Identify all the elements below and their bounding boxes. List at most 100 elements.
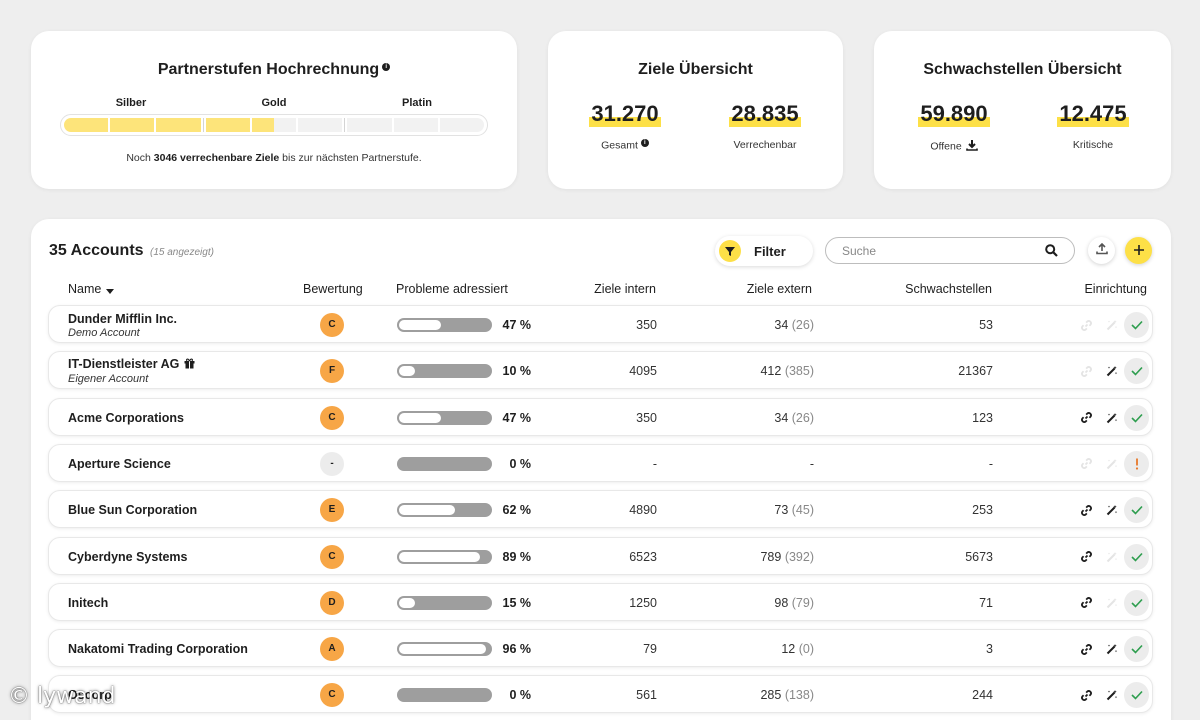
tier-labels: Silber Gold Platin bbox=[92, 97, 518, 111]
account-name-cell: IT-Dienstleister AG Eigener Account bbox=[68, 352, 195, 390]
link-icon[interactable] bbox=[1074, 635, 1099, 663]
link-icon[interactable] bbox=[1074, 543, 1099, 571]
table-row[interactable]: Cyberdyne Systems C 89 % 6523 789 (392) 5673 bbox=[48, 536, 1153, 576]
account-name[interactable]: Cyberdyne Systems bbox=[68, 549, 188, 564]
rating-badge: - bbox=[320, 451, 344, 476]
account-name-cell: Initech bbox=[68, 584, 108, 622]
vulns-critical-stat: 12.475 Kritische bbox=[1023, 101, 1163, 151]
vulnerabilities-overview-card: Schwachstellen Übersicht 59.890 Offene 1… bbox=[874, 31, 1171, 189]
goals-external-billable: (0) bbox=[798, 642, 814, 657]
vulnerability-count: 5673 bbox=[965, 549, 993, 564]
tier-group-gold bbox=[202, 118, 343, 132]
account-name-cell: Cyberdyne Systems bbox=[68, 538, 188, 576]
link-icon[interactable] bbox=[1074, 404, 1099, 432]
goals-external: 34 (26) bbox=[774, 410, 814, 425]
column-header-rating[interactable]: Bewertung bbox=[303, 282, 363, 296]
magic-wand-icon[interactable] bbox=[1099, 681, 1124, 709]
account-name[interactable]: IT-Dienstleister AG bbox=[68, 357, 180, 372]
table-row[interactable]: Aperture Science - 0 % - - - bbox=[48, 443, 1153, 482]
account-name[interactable]: Initech bbox=[68, 595, 109, 610]
column-header-name[interactable]: Name bbox=[68, 282, 115, 297]
goals-total-stat: 31.270 Gesamt i bbox=[555, 101, 695, 152]
magic-wand-icon[interactable] bbox=[1099, 404, 1124, 432]
tier-segment bbox=[393, 118, 438, 132]
account-name[interactable]: Acme Corporations bbox=[68, 410, 184, 425]
account-name[interactable]: Blue Sun Corporation bbox=[68, 503, 198, 518]
search-icon[interactable] bbox=[1045, 244, 1058, 262]
tier-label-platin: Platin bbox=[402, 97, 432, 109]
issues-progress-fill bbox=[398, 504, 456, 517]
magic-wand-icon[interactable] bbox=[1099, 357, 1124, 385]
search-box bbox=[825, 237, 1075, 264]
vulnerability-count: - bbox=[988, 456, 993, 471]
magic-wand-icon[interactable] bbox=[1099, 450, 1124, 478]
check-icon[interactable] bbox=[1124, 682, 1149, 709]
magic-wand-icon[interactable] bbox=[1099, 311, 1124, 339]
link-icon[interactable] bbox=[1074, 589, 1099, 617]
rating-badge: D bbox=[320, 590, 344, 615]
column-header-setup[interactable]: Einrichtung bbox=[1084, 282, 1147, 296]
account-name[interactable]: Aperture Science bbox=[68, 456, 171, 471]
tier-segment bbox=[205, 118, 250, 132]
check-icon[interactable] bbox=[1124, 358, 1149, 385]
column-header-external[interactable]: Ziele extern bbox=[746, 282, 812, 296]
account-name-cell: Oscorp bbox=[68, 676, 112, 714]
goals-external: 412 (385) bbox=[760, 364, 814, 379]
issues-percent: 0 % bbox=[509, 688, 531, 703]
check-icon[interactable] bbox=[1124, 636, 1149, 663]
watermark: © lywand bbox=[8, 684, 116, 709]
goals-internal: 350 bbox=[636, 410, 657, 425]
export-button[interactable] bbox=[1088, 237, 1115, 264]
filter-button[interactable]: Filter bbox=[715, 236, 813, 266]
magic-wand-icon[interactable] bbox=[1099, 496, 1124, 524]
goals-external-billable: (45) bbox=[791, 503, 814, 518]
issues-percent: 96 % bbox=[502, 642, 532, 657]
partner-tier-card: Partnerstufen Hochrechnung i Silber Gold … bbox=[31, 31, 517, 189]
check-icon[interactable] bbox=[1124, 312, 1149, 338]
check-icon[interactable] bbox=[1124, 589, 1149, 616]
table-row[interactable]: Acme Corporations C 47 % 350 34 (26) 123 bbox=[48, 397, 1153, 436]
tier-segment bbox=[347, 118, 392, 132]
account-name[interactable]: Oscorp bbox=[68, 688, 112, 703]
alert-icon[interactable] bbox=[1124, 450, 1149, 477]
info-icon[interactable]: i bbox=[382, 62, 391, 71]
table-row[interactable]: Oscorp C 0 % 561 285 (138) 244 bbox=[48, 675, 1153, 714]
link-icon[interactable] bbox=[1074, 357, 1099, 385]
account-name[interactable]: Nakatomi Trading Corporation bbox=[68, 642, 248, 657]
table-row[interactable]: Dunder Mifflin Inc. Demo Account C 47 % 350 3… bbox=[48, 305, 1153, 343]
setup-actions bbox=[1074, 681, 1149, 709]
tier-segment bbox=[298, 118, 343, 132]
table-row[interactable]: IT-Dienstleister AG Eigener Account F 10 % 4… bbox=[48, 351, 1153, 390]
goals-external-billable: (138) bbox=[784, 688, 814, 703]
goals-billable-label: Verrechenbar bbox=[733, 139, 797, 151]
check-icon[interactable] bbox=[1124, 497, 1149, 524]
account-name[interactable]: Dunder Mifflin Inc. bbox=[68, 311, 178, 326]
column-header-internal[interactable]: Ziele intern bbox=[594, 282, 656, 296]
magic-wand-icon[interactable] bbox=[1099, 589, 1124, 617]
rating-badge: C bbox=[320, 313, 344, 337]
search-input[interactable] bbox=[842, 243, 1032, 259]
link-icon[interactable] bbox=[1074, 681, 1099, 709]
column-header-issues[interactable]: Probleme adressiert bbox=[396, 282, 508, 296]
check-icon[interactable] bbox=[1124, 543, 1149, 570]
magic-wand-icon[interactable] bbox=[1099, 635, 1124, 663]
link-icon[interactable] bbox=[1074, 311, 1099, 339]
goals-external-billable: (385) bbox=[784, 364, 814, 379]
table-row[interactable]: Initech D 15 % 1250 98 (79) 71 bbox=[48, 582, 1153, 622]
issues-percent: 10 % bbox=[502, 364, 532, 379]
column-header-vulnerabilities[interactable]: Schwachstellen bbox=[905, 282, 992, 296]
check-icon[interactable] bbox=[1124, 404, 1149, 431]
info-icon[interactable]: i bbox=[640, 139, 649, 147]
table-row[interactable]: Nakatomi Trading Corporation A 96 % 79 12 (0… bbox=[48, 629, 1153, 668]
setup-actions bbox=[1074, 589, 1149, 617]
add-account-button[interactable] bbox=[1125, 237, 1152, 264]
issues-progress-fill bbox=[398, 596, 416, 609]
magic-wand-icon[interactable] bbox=[1099, 543, 1124, 571]
link-icon[interactable] bbox=[1074, 496, 1099, 524]
table-row[interactable]: Blue Sun Corporation E 62 % 4890 73 (45) 253 bbox=[48, 490, 1153, 529]
download-icon[interactable] bbox=[965, 139, 978, 154]
goals-external-billable: (26) bbox=[791, 318, 814, 332]
link-icon[interactable] bbox=[1074, 450, 1099, 478]
tier-segment bbox=[156, 118, 201, 132]
issues-progress-bar bbox=[397, 410, 492, 425]
